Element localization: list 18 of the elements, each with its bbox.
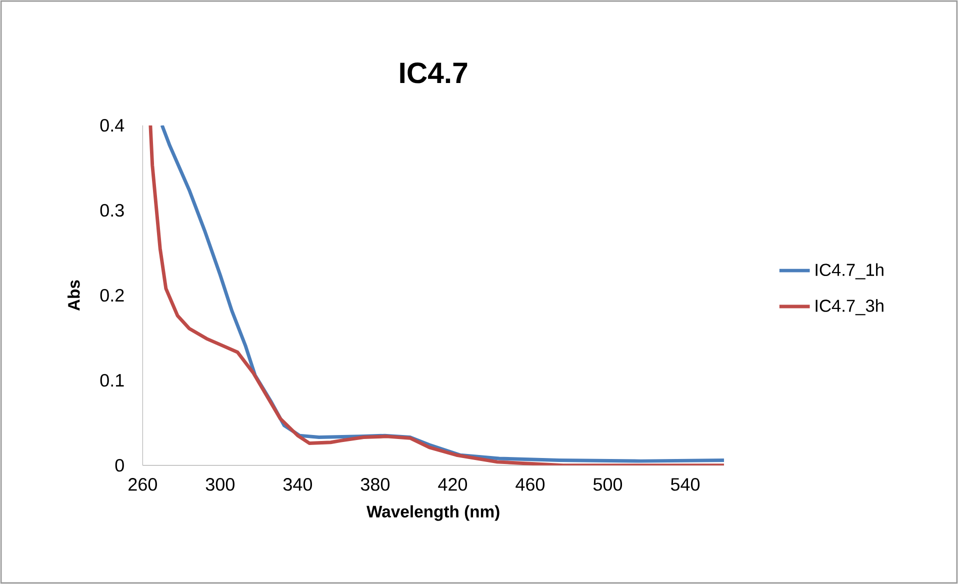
x-tick-label: 460 bbox=[516, 478, 545, 491]
y-tick-label: 0.2 bbox=[100, 288, 124, 302]
x-axis-title: Wavelength (nm) bbox=[366, 505, 500, 521]
y-tick-label: 0.3 bbox=[100, 204, 124, 217]
x-tick-label: 540 bbox=[670, 478, 700, 491]
legend-label: IC4.7_3h bbox=[816, 299, 884, 316]
x-tick-label: 260 bbox=[128, 478, 157, 491]
x-tick-label: 300 bbox=[206, 478, 234, 491]
x-tick-label: 340 bbox=[283, 478, 312, 491]
y-axis-title: Abs bbox=[68, 280, 80, 311]
y-tick-label: 0.1 bbox=[100, 374, 124, 387]
x-tick-label: 420 bbox=[438, 478, 468, 491]
y-tick-label: 0 bbox=[115, 458, 124, 472]
x-tick-label: 500 bbox=[593, 478, 622, 491]
x-tick-label: 380 bbox=[360, 478, 390, 491]
y-tick-label: 0.4 bbox=[100, 118, 124, 132]
legend-label: IC4.7_1h bbox=[816, 263, 884, 280]
chart-title: IC4.7 bbox=[400, 62, 468, 84]
